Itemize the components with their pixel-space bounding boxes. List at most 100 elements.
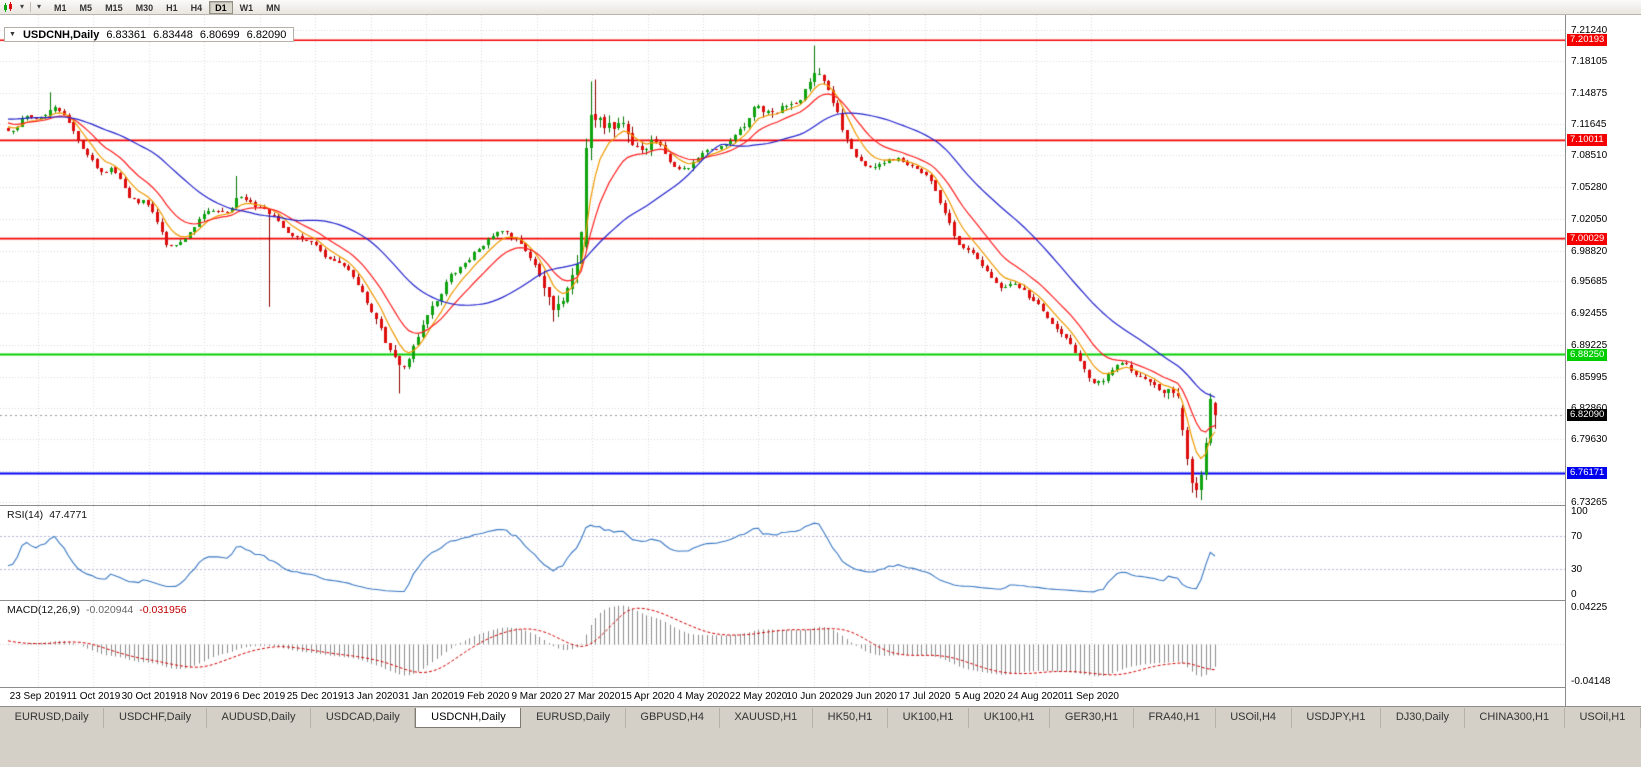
timeframe-h4-button[interactable]: H4 xyxy=(190,2,203,13)
timeframe-d1-button[interactable]: D1 xyxy=(209,0,233,14)
tab-usoil-h4[interactable]: USOil,H4 xyxy=(1216,708,1292,728)
date-label: 11 Sep 2020 xyxy=(1062,691,1119,702)
panel-separator[interactable] xyxy=(0,600,1641,601)
tab-uk100-h1[interactable]: UK100,H1 xyxy=(888,708,970,728)
date-label: 31 Jan 2020 xyxy=(398,691,454,702)
open-value: 6.83361 xyxy=(106,28,147,41)
date-label: 18 Nov 2019 xyxy=(175,691,233,702)
price-tick-label: 6.85995 xyxy=(1571,371,1608,383)
price-tick-label: 7.14875 xyxy=(1571,87,1608,99)
tab-china300-h1[interactable]: CHINA300,H1 xyxy=(1465,708,1565,728)
macd-axis-max: 0.04225 xyxy=(1571,602,1608,613)
macd-main-value: -0.020944 xyxy=(85,604,134,616)
tab-gbpusd-h4[interactable]: GBPUSD,H4 xyxy=(626,708,720,728)
tab-usdjpy-h1[interactable]: USDJPY,H1 xyxy=(1292,708,1382,728)
tab-usoil-h1[interactable]: USOil,H1 xyxy=(1565,708,1641,728)
tab-usdchf-daily[interactable]: USDCHF,Daily xyxy=(104,708,207,728)
price-tick-label: 6.95685 xyxy=(1571,276,1608,288)
collapse-arrow-icon[interactable]: ▼ xyxy=(9,31,16,38)
date-label: 4 May 2020 xyxy=(676,691,730,702)
price-tick-label: 6.98820 xyxy=(1571,245,1608,257)
rsi-canvas[interactable] xyxy=(0,506,1565,600)
tab-uk100-h1[interactable]: UK100,H1 xyxy=(969,708,1051,728)
current-price-badge: 6.82090 xyxy=(1567,409,1608,422)
price-tick-label: 7.08510 xyxy=(1571,150,1608,162)
price-tick-label: 6.82860 xyxy=(1571,402,1608,414)
tab-fra40-h1[interactable]: FRA40,H1 xyxy=(1134,708,1216,728)
low-value: 6.80699 xyxy=(199,28,240,41)
tab-usdcad-daily[interactable]: USDCAD,Daily xyxy=(311,708,416,728)
tab-xauusd-h1[interactable]: XAUUSD,H1 xyxy=(720,708,813,728)
rsi-name: RSI(14) xyxy=(7,509,44,521)
date-label: 11 Oct 2019 xyxy=(66,691,121,702)
macd-canvas[interactable] xyxy=(0,601,1565,687)
timeframe-h1-button[interactable]: H1 xyxy=(166,2,178,13)
timeframe-m30-button[interactable]: M30 xyxy=(135,2,154,13)
tab-eurusd-daily[interactable]: EURUSD,Daily xyxy=(521,708,626,728)
date-label: 13 Jan 2020 xyxy=(342,691,399,702)
tab-audusd-daily[interactable]: AUDUSD,Daily xyxy=(207,708,312,728)
timeframe-mn-button[interactable]: MN xyxy=(266,2,281,13)
macd-name: MACD(12,26,9) xyxy=(7,604,80,616)
date-label: 15 Apr 2020 xyxy=(620,691,675,702)
date-label: 6 Dec 2019 xyxy=(234,691,286,702)
date-label: 10 Jun 2020 xyxy=(786,691,842,702)
tab-usdcnh-daily[interactable]: USDCNH,Daily xyxy=(415,708,522,728)
price-tick-label: 7.11645 xyxy=(1571,119,1607,131)
rsi-tick-label: 100 xyxy=(1571,506,1588,517)
level-price-badge: 6.76171 xyxy=(1567,467,1608,480)
date-label: 29 Jun 2020 xyxy=(841,691,897,702)
candlestick-chart-icon[interactable] xyxy=(3,1,17,13)
rsi-value: 47.4771 xyxy=(49,509,88,521)
rsi-tick-label: 30 xyxy=(1571,564,1583,576)
panel-separator[interactable] xyxy=(0,505,1641,506)
rsi-tick-label: 70 xyxy=(1571,530,1583,542)
price-axis: 7.21240 7.18105 7.14875 7.11645 7.08510 7.052… xyxy=(1565,15,1641,706)
timeframe-buttons: M1 M5 M15 M30 H1 H4 D1 W1 MN xyxy=(48,0,286,14)
date-label: 25 Dec 2019 xyxy=(286,691,344,702)
timeframe-w1-button[interactable]: W1 xyxy=(239,2,254,13)
date-label: 30 Oct 2019 xyxy=(121,691,177,702)
date-label: 5 Aug 2020 xyxy=(954,691,1006,702)
rsi-tick-label: 0 xyxy=(1571,589,1577,600)
price-tick-label: 6.73265 xyxy=(1571,496,1608,508)
price-tick-label: 7.02050 xyxy=(1571,213,1608,225)
ohlc-header: ▼ USDCNH,Daily 6.83361 6.83448 6.80699 6… xyxy=(4,27,295,42)
date-label: 27 Mar 2020 xyxy=(564,691,621,702)
high-value: 6.83448 xyxy=(153,28,193,41)
timeframe-m1-button[interactable]: M1 xyxy=(54,2,67,13)
date-label: 9 Mar 2020 xyxy=(511,691,563,702)
date-axis: 23 Sep 2019 11 Oct 2019 30 Oct 2019 18 Nov … xyxy=(0,688,1565,706)
price-tick-label: 6.89225 xyxy=(1571,339,1608,351)
date-label: 22 May 2020 xyxy=(729,691,788,702)
top-toolbar: ▾ ▾ M1 M5 M15 M30 H1 H4 D1 W1 MN xyxy=(0,0,1641,15)
close-value: 6.82090 xyxy=(246,28,287,41)
toolbar-separator xyxy=(30,2,32,12)
tab-bar-region: EURUSD,Daily USDCHF,Daily AUDUSD,Daily USDC… xyxy=(0,706,1641,767)
main-chart-canvas[interactable] xyxy=(0,15,1565,505)
macd-axis-min: -0.04148 xyxy=(1571,676,1611,687)
macd-label: MACD(12,26,9) -0.020944 -0.031956 xyxy=(7,604,187,616)
chart-window: ▼ USDCNH,Daily 6.83361 6.83448 6.80699 6… xyxy=(0,15,1641,706)
timeframe-m15-button[interactable]: M15 xyxy=(105,2,123,13)
rsi-label: RSI(14) 47.4771 xyxy=(7,509,87,521)
price-tick-label: 7.18105 xyxy=(1571,55,1608,67)
date-label: 19 Feb 2020 xyxy=(453,691,510,702)
timeframe-m5-button[interactable]: M5 xyxy=(79,2,93,13)
price-tick-label: 7.05280 xyxy=(1571,181,1608,193)
chevron-down-icon[interactable]: ▾ xyxy=(20,2,25,11)
price-tick-label: 6.92455 xyxy=(1571,308,1608,320)
date-label: 17 Jul 2020 xyxy=(898,691,951,702)
panel-separator xyxy=(0,687,1641,688)
symbol-label: USDCNH,Daily xyxy=(22,28,100,41)
tab-ger30-h1[interactable]: GER30,H1 xyxy=(1050,708,1134,728)
tab-eurusd-daily[interactable]: EURUSD,Daily xyxy=(0,708,105,728)
price-tick-label: 7.21240 xyxy=(1571,24,1608,36)
level-price-badge: 6.88250 xyxy=(1567,348,1608,361)
chevron-down-icon[interactable]: ▾ xyxy=(37,2,42,11)
tab-dj30-daily[interactable]: DJ30,Daily xyxy=(1381,708,1465,728)
macd-signal-value: -0.031956 xyxy=(139,604,187,616)
tab-hk50-h1[interactable]: HK50,H1 xyxy=(813,708,888,728)
price-tick-label: 6.79630 xyxy=(1571,434,1608,446)
